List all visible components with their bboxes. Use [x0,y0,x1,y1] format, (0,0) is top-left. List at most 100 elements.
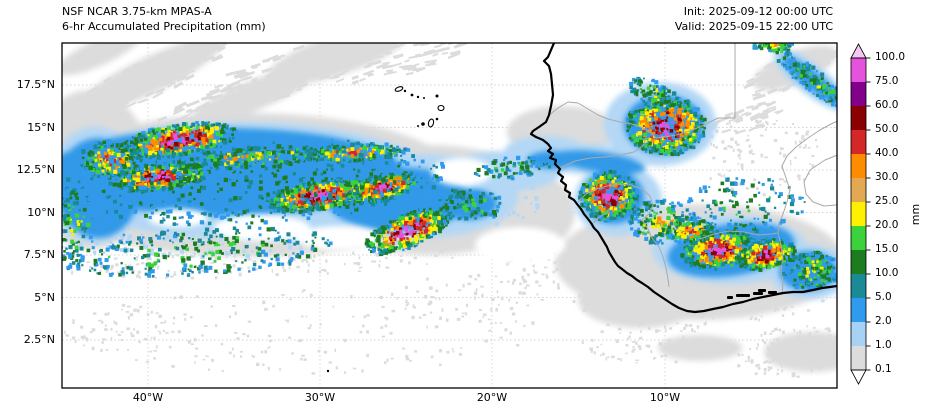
precip-cell [347,200,351,203]
trace-cell [535,280,539,284]
precip-cell [166,229,170,232]
precip-cell [182,156,186,160]
light-cell [268,249,273,253]
precip-cell [414,178,419,182]
trace-cell [733,108,745,116]
precip-cell [116,153,121,158]
trace-cell [284,319,288,322]
precip-cell [116,145,119,148]
precip-cell [304,208,309,213]
trace-cell [773,138,778,143]
precip-cell [181,136,184,139]
precip-cell [292,154,297,159]
precip-cell [149,129,152,132]
trace-cell [209,111,222,120]
precip-cell [183,133,189,138]
precip-cell [119,185,124,190]
trace-cell [137,309,140,313]
trace-cell [352,39,358,43]
trace-cell [104,324,107,327]
precip-cell [180,184,184,189]
precip-cell [356,149,360,154]
light-cell [394,240,399,245]
precip-cell [128,153,132,156]
precip-cell [440,222,444,226]
precip-cell [386,181,390,185]
trace-cell [134,359,138,361]
precip-cell [290,151,295,155]
precip-cell [445,197,448,200]
trace-cell [426,277,429,281]
precip-cell [326,180,330,185]
precip-cell [311,239,314,242]
trace-cell [721,128,732,134]
precip-cell [328,198,333,203]
trace-cell [120,331,124,333]
precip-cell [199,169,203,174]
precip-cell [146,253,151,258]
trace-cell [700,339,705,343]
trace-cell [778,328,782,332]
trace-cell [115,73,126,81]
precip-cell [82,259,85,263]
trace-cell [349,294,353,299]
trace-cell [286,261,289,265]
trace-cell [773,327,779,332]
precip-cell [368,195,372,200]
trace-cell [660,291,663,295]
trace-cell [795,343,799,347]
trace-cell [424,294,428,299]
trace-cell [305,315,308,318]
precip-cell [217,151,220,154]
trace-cell [261,300,266,305]
precip-cell [315,197,321,202]
trace-cell [523,292,526,295]
precip-cell [151,274,155,278]
trace-cell [435,297,437,300]
precip-cell [173,166,176,169]
precip-cell [320,149,325,154]
precip-cell [199,164,203,168]
precip-cell [410,218,415,223]
trace-cell [353,262,358,265]
precip-cell [257,252,262,257]
trace-cell [351,315,355,318]
trace-cell [616,291,619,296]
trace-cell [494,322,497,324]
precip-cell [326,187,331,192]
trace-cell [619,332,622,334]
trace-cell [175,71,186,79]
trace-cell [195,295,199,298]
precip-cell [182,186,185,189]
precip-cell [126,265,130,269]
precip-cell [475,191,480,196]
trace-cell [408,261,411,265]
dry-gap-layer-blob [432,158,492,186]
trace-cell [432,38,439,42]
precip-cell [141,132,146,137]
precip-cell [150,189,154,192]
precip-cell [381,150,385,154]
trace-cell [756,364,761,367]
trace-cell [684,323,688,328]
precip-cell [221,252,224,255]
trace-cell [91,328,95,332]
trace-cell [649,320,653,324]
precip-cell [185,141,189,146]
precip-cell [458,192,463,197]
precip-cell [59,243,61,245]
precip-cell [204,129,208,133]
precip-cell [69,194,72,198]
precip-cell [76,262,80,266]
precip-cell [671,121,674,124]
precip-cell [375,195,379,199]
precip-cell [134,137,138,141]
light-cell [109,241,113,244]
trace-cell [429,286,433,290]
trace-cell [684,348,688,352]
precip-cell [503,156,507,160]
trace-cell [632,348,636,351]
precip-cell [181,128,186,133]
precip-cell [67,214,70,217]
trace-cell [399,259,403,263]
